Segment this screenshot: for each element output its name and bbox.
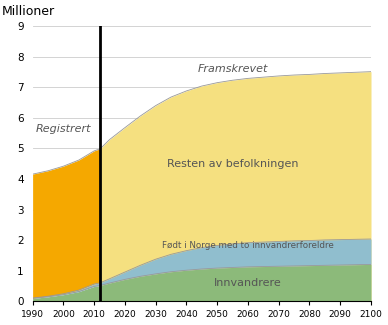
Text: Framskrevet: Framskrevet bbox=[197, 64, 268, 74]
Text: Registrert: Registrert bbox=[36, 124, 91, 134]
Text: Resten av befolkningen: Resten av befolkningen bbox=[167, 159, 298, 169]
Text: Født i Norge med to innvandrerforeldre: Født i Norge med to innvandrerforeldre bbox=[162, 241, 334, 250]
Text: Innvandrere: Innvandrere bbox=[214, 278, 282, 288]
Text: Millioner: Millioner bbox=[2, 5, 55, 18]
